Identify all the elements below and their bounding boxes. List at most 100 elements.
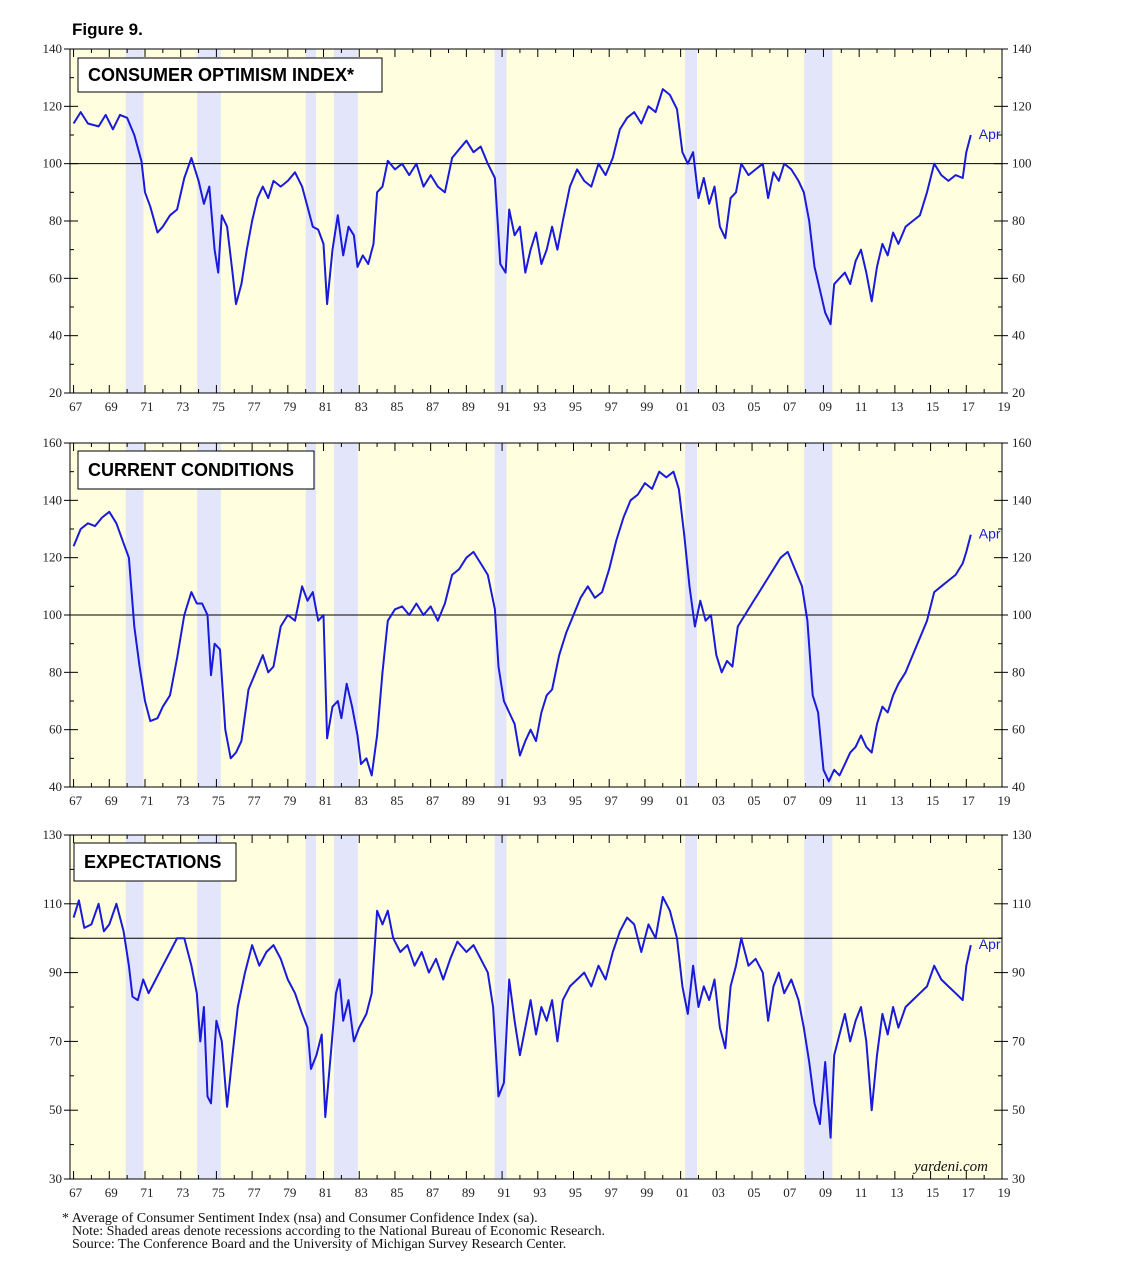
x-tick-label: 01 [676,793,689,808]
x-tick-label: 01 [676,1185,689,1200]
x-tick-label: 67 [69,793,83,808]
footnote-source: Source: The Conference Board and the Uni… [72,1237,567,1252]
data-line [72,895,972,1139]
y-tick-label-left: 120 [43,550,63,565]
recession-band [494,49,507,393]
y-tick-label-right: 140 [1012,492,1032,507]
y-tick-label-left: 140 [43,41,63,56]
y-tick-label-left: 50 [49,1102,62,1117]
x-tick-label: 81 [319,1185,332,1200]
y-tick-label-right: 120 [1012,550,1032,565]
y-tick-label-left: 100 [43,607,63,622]
recession-band [197,49,221,393]
x-tick-label: 11 [855,1185,868,1200]
y-tick-label-right: 80 [1012,213,1025,228]
x-tick-label: 95 [569,793,582,808]
recession-band [197,835,221,1179]
y-tick-label-right: 100 [1012,156,1032,171]
x-tick-label: 19 [998,793,1011,808]
data-line [72,470,972,783]
recession-band [125,835,144,1179]
y-tick-label-right: 100 [1012,607,1032,622]
y-tick-label-left: 140 [43,492,63,507]
x-tick-label: 01 [676,399,689,414]
x-tick-label: 69 [105,1185,118,1200]
x-tick-label: 73 [176,399,189,414]
footnote-note: Note: Shaded areas denote recessions acc… [72,1224,605,1239]
y-tick-label-left: 120 [43,98,63,113]
x-tick-label: 73 [176,1185,189,1200]
y-tick-label-right: 20 [1012,385,1025,400]
x-tick-label: 77 [248,399,262,414]
credit-label: yardeni.com [912,1159,988,1175]
y-tick-label-right: 40 [1012,779,1025,794]
y-tick-label-left: 130 [43,827,63,842]
x-tick-label: 17 [962,399,976,414]
x-tick-label: 93 [533,793,546,808]
y-tick-label-left: 40 [49,328,62,343]
recession-band [685,49,698,393]
x-tick-label: 97 [605,793,619,808]
x-tick-label: 13 [890,399,903,414]
x-tick-label: 87 [426,1185,440,1200]
x-tick-label: 05 [748,1185,761,1200]
last-value-label: Apr [979,936,1001,952]
x-tick-label: 09 [819,793,832,808]
x-tick-label: 91 [498,1185,511,1200]
x-tick-label: 81 [319,399,332,414]
footnote-asterisk: * Average of Consumer Sentiment Index (n… [62,1211,538,1226]
data-line [72,88,972,326]
plot-background [70,835,1002,1179]
x-tick-label: 77 [248,1185,262,1200]
y-tick-label-right: 80 [1012,664,1025,679]
x-tick-label: 99 [640,399,653,414]
x-tick-label: 19 [998,399,1011,414]
recession-band [494,835,507,1179]
x-tick-label: 13 [890,1185,903,1200]
x-tick-label: 89 [462,1185,475,1200]
x-tick-label: 99 [640,1185,653,1200]
figure-title: Figure 9. [72,20,143,39]
panel-title: EXPECTATIONS [84,852,221,872]
x-tick-label: 95 [569,1185,582,1200]
y-tick-label-left: 70 [49,1033,62,1048]
x-tick-label: 91 [498,399,511,414]
y-tick-label-right: 40 [1012,328,1025,343]
x-tick-label: 87 [426,399,440,414]
x-tick-label: 91 [498,793,511,808]
y-tick-label-left: 110 [43,896,62,911]
x-tick-label: 75 [212,793,225,808]
x-tick-label: 79 [283,793,296,808]
x-tick-label: 15 [926,793,939,808]
last-value-label: Apr [979,526,1001,542]
y-tick-label-left: 90 [49,965,62,980]
y-tick-label-left: 20 [49,385,62,400]
x-tick-label: 85 [390,1185,403,1200]
y-tick-label-right: 110 [1012,896,1031,911]
x-tick-label: 11 [855,793,868,808]
y-tick-label-right: 140 [1012,41,1032,56]
x-tick-label: 71 [140,399,153,414]
y-tick-label-right: 60 [1012,270,1025,285]
x-tick-label: 03 [712,1185,725,1200]
charts-svg: 20 20 40 40 60 60 80 80 100 100 120 120 140 140 67 69 71… [43,41,1032,1200]
y-tick-label-left: 60 [49,270,62,285]
x-tick-label: 13 [890,793,903,808]
y-tick-label-right: 120 [1012,98,1032,113]
x-tick-label: 69 [105,793,118,808]
y-tick-label-right: 130 [1012,827,1032,842]
x-tick-label: 07 [783,793,797,808]
y-tick-label-left: 30 [49,1171,62,1186]
chart-panel-2: 40 40 60 60 80 80 100 100 120 120 140 140 160 160 67 69… [43,435,1032,808]
x-tick-label: 71 [140,793,153,808]
x-tick-label: 99 [640,793,653,808]
x-tick-label: 71 [140,1185,153,1200]
x-tick-label: 07 [783,399,797,414]
y-tick-label-right: 50 [1012,1102,1025,1117]
x-tick-label: 11 [855,399,868,414]
y-tick-label-right: 160 [1012,435,1032,450]
x-tick-label: 73 [176,793,189,808]
x-tick-label: 09 [819,399,832,414]
x-tick-label: 79 [283,1185,296,1200]
y-tick-label-left: 60 [49,722,62,737]
